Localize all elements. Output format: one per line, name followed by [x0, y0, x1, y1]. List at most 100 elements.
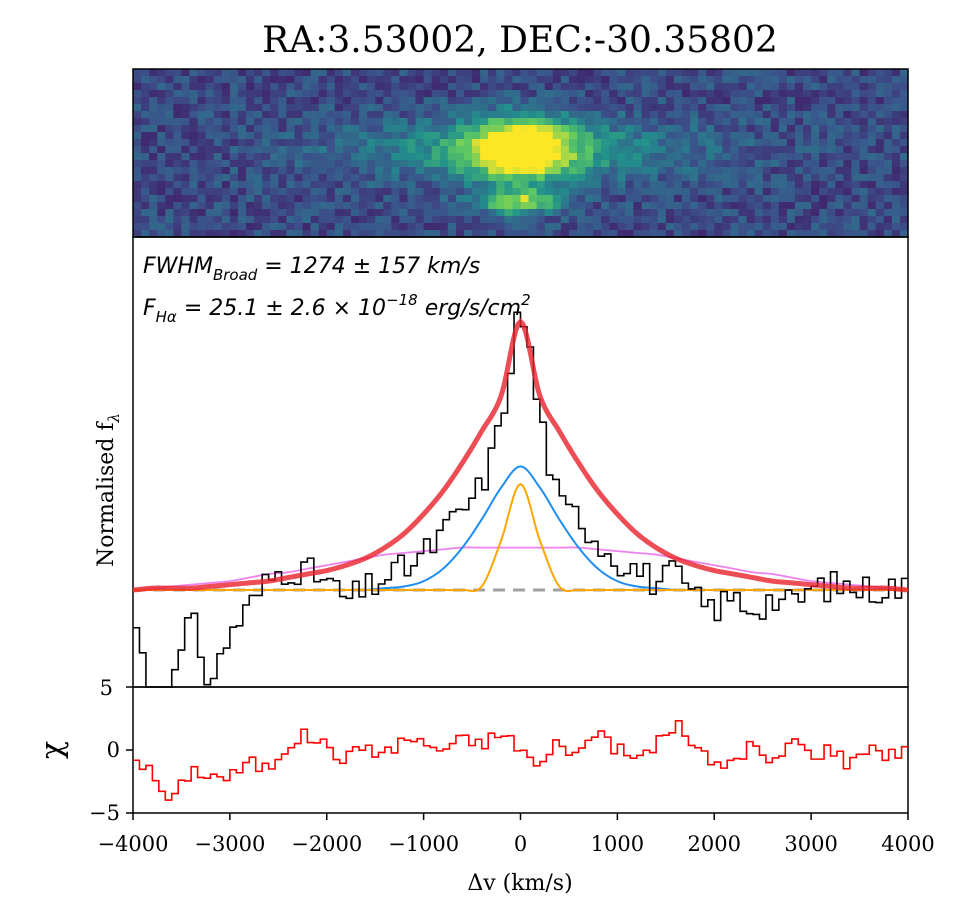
image-pixel	[811, 76, 820, 84]
image-pixel	[859, 125, 869, 133]
image-pixel	[173, 97, 183, 105]
image-pixel	[141, 209, 150, 217]
image-pixel	[552, 76, 562, 84]
image-pixel	[189, 209, 199, 217]
image-pixel	[827, 83, 836, 91]
image-pixel	[794, 146, 804, 154]
image-pixel	[157, 132, 166, 140]
image-pixel	[803, 230, 812, 238]
image-pixel	[407, 83, 417, 91]
image-pixel	[181, 160, 191, 168]
image-pixel	[601, 209, 610, 217]
image-pixel	[859, 118, 869, 126]
image-pixel	[843, 132, 853, 140]
image-pixel	[891, 118, 901, 126]
image-pixel	[496, 76, 505, 84]
image-pixel	[633, 216, 643, 224]
image-pixel	[391, 104, 400, 112]
image-pixel	[738, 125, 748, 133]
image-pixel	[673, 125, 683, 133]
image-pixel	[754, 125, 764, 133]
image-pixel	[698, 188, 707, 196]
image-pixel	[286, 118, 296, 126]
image-pixel	[262, 97, 271, 105]
image-pixel	[359, 223, 368, 231]
image-pixel	[843, 202, 853, 210]
image-pixel	[213, 153, 223, 161]
image-pixel	[835, 104, 845, 112]
image-pixel	[762, 153, 772, 161]
image-pixel	[706, 202, 715, 210]
image-pixel	[181, 139, 191, 147]
image-pixel	[722, 90, 731, 98]
image-pixel	[722, 195, 731, 203]
image-pixel	[762, 146, 772, 154]
image-pixel	[367, 125, 376, 133]
image-pixel	[641, 83, 651, 91]
image-pixel	[173, 230, 183, 238]
image-pixel	[665, 132, 675, 140]
image-pixel	[520, 167, 530, 175]
image-pixel	[165, 216, 174, 224]
image-pixel	[625, 139, 635, 147]
image-pixel	[342, 195, 352, 203]
image-pixel	[455, 188, 465, 196]
image-pixel	[504, 118, 514, 126]
image-pixel	[407, 97, 417, 105]
image-pixel	[568, 118, 578, 126]
image-pixel	[891, 139, 901, 147]
image-pixel	[690, 195, 699, 203]
image-pixel	[463, 160, 473, 168]
image-pixel	[585, 146, 594, 154]
image-pixel	[415, 181, 425, 189]
image-pixel	[577, 83, 586, 91]
image-pixel	[181, 146, 191, 154]
image-pixel	[504, 153, 514, 161]
image-pixel	[326, 195, 336, 203]
image-pixel	[851, 139, 861, 147]
image-pixel	[649, 230, 659, 238]
image-pixel	[262, 160, 271, 168]
image-pixel	[883, 181, 893, 189]
image-pixel	[391, 216, 400, 224]
image-pixel	[690, 167, 699, 175]
image-pixel	[423, 125, 433, 133]
image-pixel	[229, 69, 239, 77]
image-pixel	[601, 202, 610, 210]
image-pixel	[641, 195, 651, 203]
image-pixel	[706, 167, 715, 175]
image-pixel	[496, 125, 505, 133]
image-pixel	[302, 132, 312, 140]
image-pixel	[730, 202, 740, 210]
image-pixel	[794, 195, 804, 203]
image-pixel	[536, 139, 546, 147]
image-pixel	[577, 216, 586, 224]
image-pixel	[157, 125, 166, 133]
image-pixel	[278, 195, 287, 203]
image-pixel	[229, 111, 239, 119]
image-pixel	[520, 160, 530, 168]
image-pixel	[859, 153, 869, 161]
image-pixel	[536, 188, 546, 196]
image-pixel	[472, 111, 481, 119]
image-pixel	[786, 69, 796, 77]
image-pixel	[778, 216, 788, 224]
image-pixel	[794, 90, 804, 98]
image-pixel	[302, 230, 312, 238]
image-pixel	[133, 195, 142, 203]
image-pixel	[552, 104, 562, 112]
image-pixel	[649, 97, 659, 105]
image-pixel	[367, 76, 376, 84]
image-pixel	[229, 209, 239, 217]
image-pixel	[399, 188, 409, 196]
image-pixel	[189, 181, 199, 189]
image-pixel	[552, 174, 562, 182]
image-pixel	[827, 230, 836, 238]
image-pixel	[803, 104, 812, 112]
image-pixel	[141, 153, 150, 161]
image-pixel	[827, 216, 836, 224]
image-pixel	[197, 139, 207, 147]
image-pixel	[803, 174, 812, 182]
image-pixel	[342, 111, 352, 119]
image-pixel	[318, 132, 328, 140]
